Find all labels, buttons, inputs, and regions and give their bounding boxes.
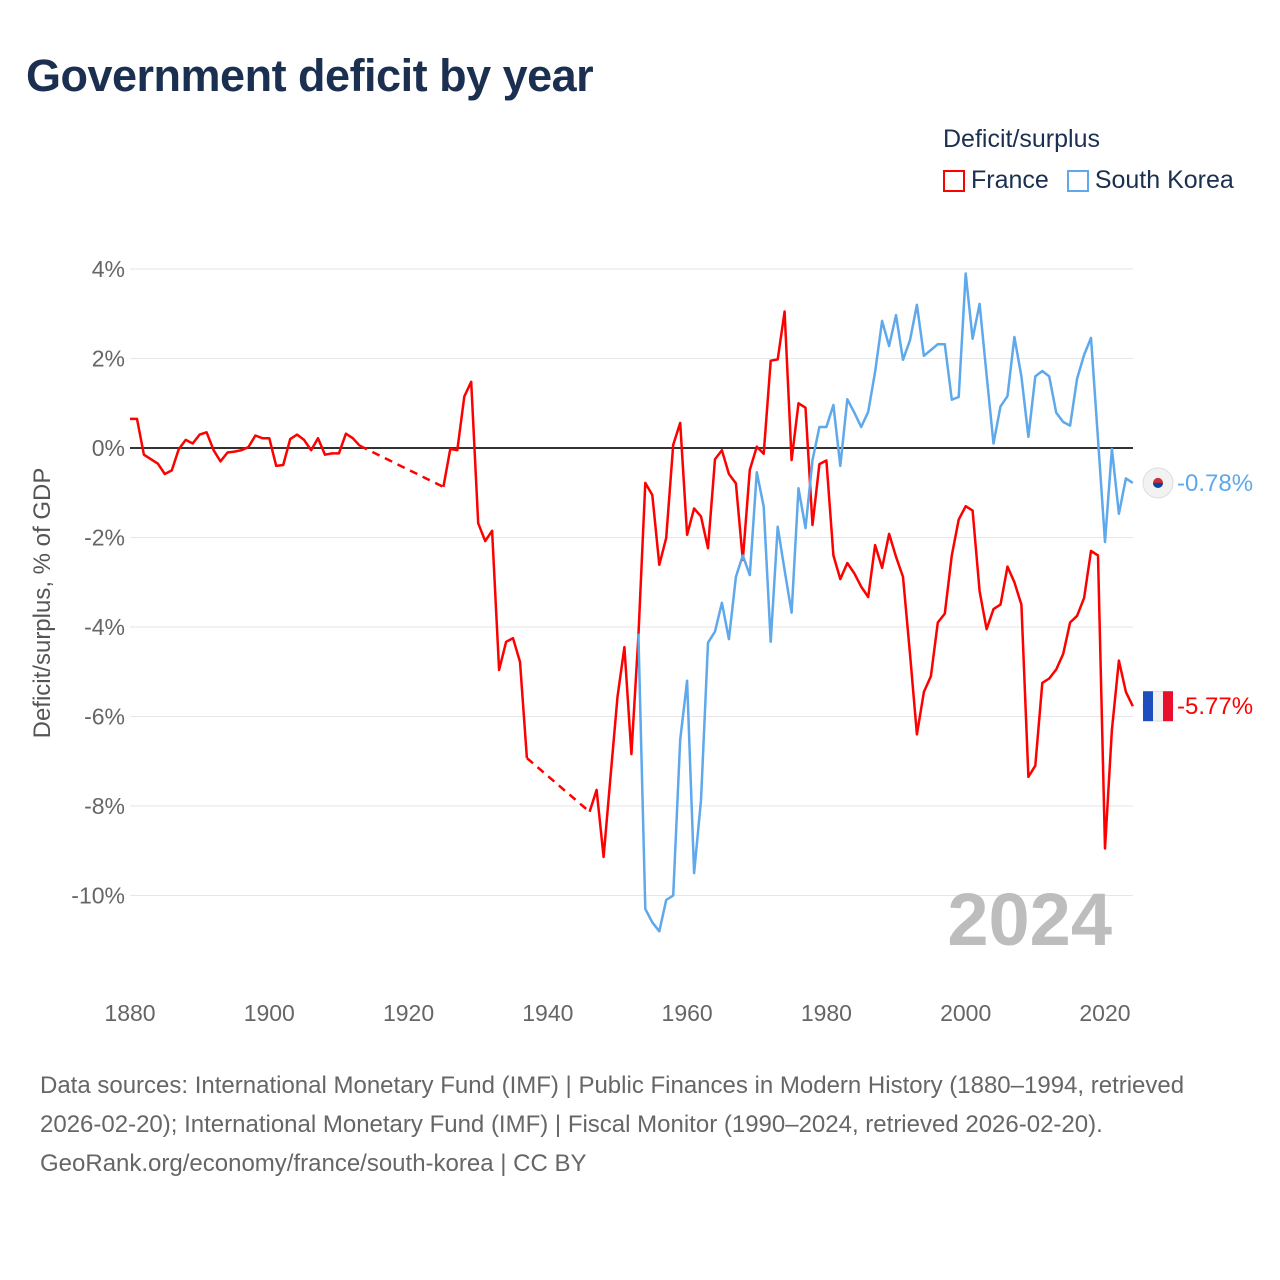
- x-tick-label: 2000: [940, 1000, 991, 1026]
- y-tick-label: -4%: [84, 614, 125, 640]
- series-line-france: [442, 380, 529, 759]
- series-line-france: [588, 310, 1134, 859]
- data-sources: Data sources: International Monetary Fun…: [40, 1072, 1185, 1138]
- end-value-label-france: -5.77%: [1177, 693, 1253, 720]
- legend: France South Korea: [943, 166, 1234, 195]
- y-tick-label: 0%: [92, 435, 125, 461]
- footer: Data sources: International Monetary Fun…: [40, 1066, 1240, 1183]
- x-tick-label: 1920: [383, 1000, 434, 1026]
- legend-item-south-korea[interactable]: South Korea: [1066, 166, 1234, 195]
- x-tick-label: 2020: [1079, 1000, 1130, 1026]
- x-tick-label: 1980: [801, 1000, 852, 1026]
- legend-label-south-korea: South Korea: [1094, 166, 1234, 194]
- series-gap-france: [526, 757, 591, 813]
- end-value-label-south-korea: -0.78%: [1177, 470, 1253, 497]
- y-tick-label: -10%: [71, 883, 125, 909]
- legend-item-france[interactable]: France: [943, 166, 1049, 195]
- y-tick-label: 4%: [92, 256, 125, 282]
- x-tick-label: 1880: [104, 1000, 155, 1026]
- korea-flag-taegeuk-blue: [1153, 482, 1163, 488]
- x-tick-label: 1960: [662, 1000, 713, 1026]
- chart-title: Government deficit by year: [26, 50, 594, 101]
- x-tick-label: 1900: [244, 1000, 295, 1026]
- legend-swatch-france: [943, 169, 965, 192]
- y-tick-label: -6%: [84, 704, 125, 730]
- y-tick-label: -2%: [84, 525, 125, 551]
- year-label: 2024: [947, 878, 1112, 961]
- series-line-france: [130, 417, 361, 476]
- y-tick-label: -8%: [84, 793, 125, 819]
- y-tick-label: 2%: [92, 346, 125, 372]
- series-gap-france: [359, 444, 444, 489]
- france-flag-blue: [1143, 691, 1153, 722]
- series-line-south-korea: [637, 272, 1134, 933]
- legend-swatch-south-korea: [1066, 169, 1089, 192]
- legend-title: Deficit/surplus: [943, 125, 1100, 153]
- france-flag-red: [1163, 691, 1173, 722]
- y-axis-label: Deficit/surplus, % of GDP: [29, 468, 56, 739]
- line-chart: 4% 2% 0% -2% -4% -6% -8% -10% 1880 1900 1920 1940 19…: [29, 256, 1253, 1026]
- x-tick-label: 1940: [522, 1000, 573, 1026]
- legend-label-france: France: [971, 166, 1049, 194]
- credit-link[interactable]: GeoRank.org/economy/france/south-korea |…: [40, 1150, 587, 1177]
